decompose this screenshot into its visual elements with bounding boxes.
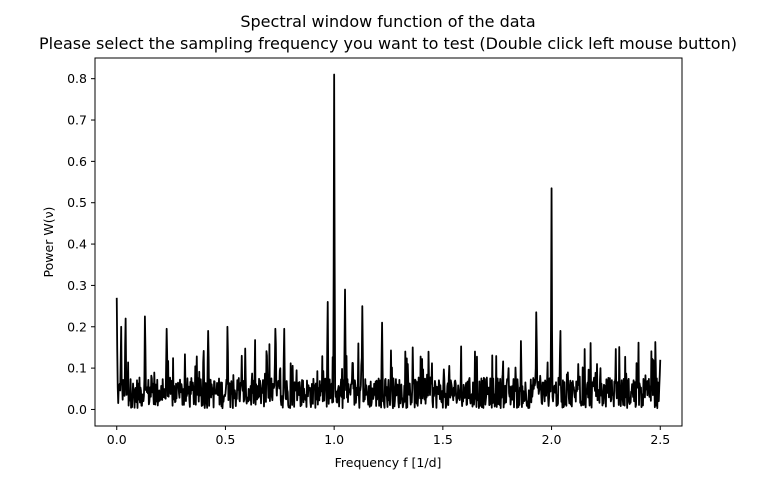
y-tick-label: 0.5 [67,195,87,210]
y-axis-label: Power W(ν) [41,207,56,278]
y-tick-label: 0.0 [67,402,87,417]
x-tick-label: 0.5 [215,432,235,447]
y-tick-label: 0.7 [67,113,87,128]
y-axis-ticks: 0.0 0.1 0.2 0.3 0.4 0.5 0.6 0.7 0.8 [67,71,95,417]
chart-subtitle: Please select the sampling frequency you… [39,34,737,53]
plot-area-background[interactable] [95,58,682,426]
y-tick-label: 0.6 [67,154,87,169]
plot-area[interactable] [94,57,683,427]
x-tick-label: 2.0 [542,432,562,447]
x-tick-label: 1.5 [433,432,453,447]
series-line-spectral-window [115,73,662,410]
y-tick-label: 0.2 [67,319,87,334]
y-tick-label: 0.3 [67,278,87,293]
y-tick-label: 0.1 [67,361,87,376]
x-axis-ticks: 0.0 0.5 1.0 1.5 2.0 2.5 [107,426,670,447]
chart-title: Spectral window function of the data [240,12,535,31]
x-tick-label: 0.0 [107,432,127,447]
y-tick-label: 0.4 [67,237,87,252]
axes-frame [94,57,683,427]
y-tick-label: 0.8 [67,71,87,86]
x-tick-label: 2.5 [650,432,670,447]
x-tick-label: 1.0 [324,432,344,447]
x-axis-label: Frequency f [1/d] [335,455,442,470]
